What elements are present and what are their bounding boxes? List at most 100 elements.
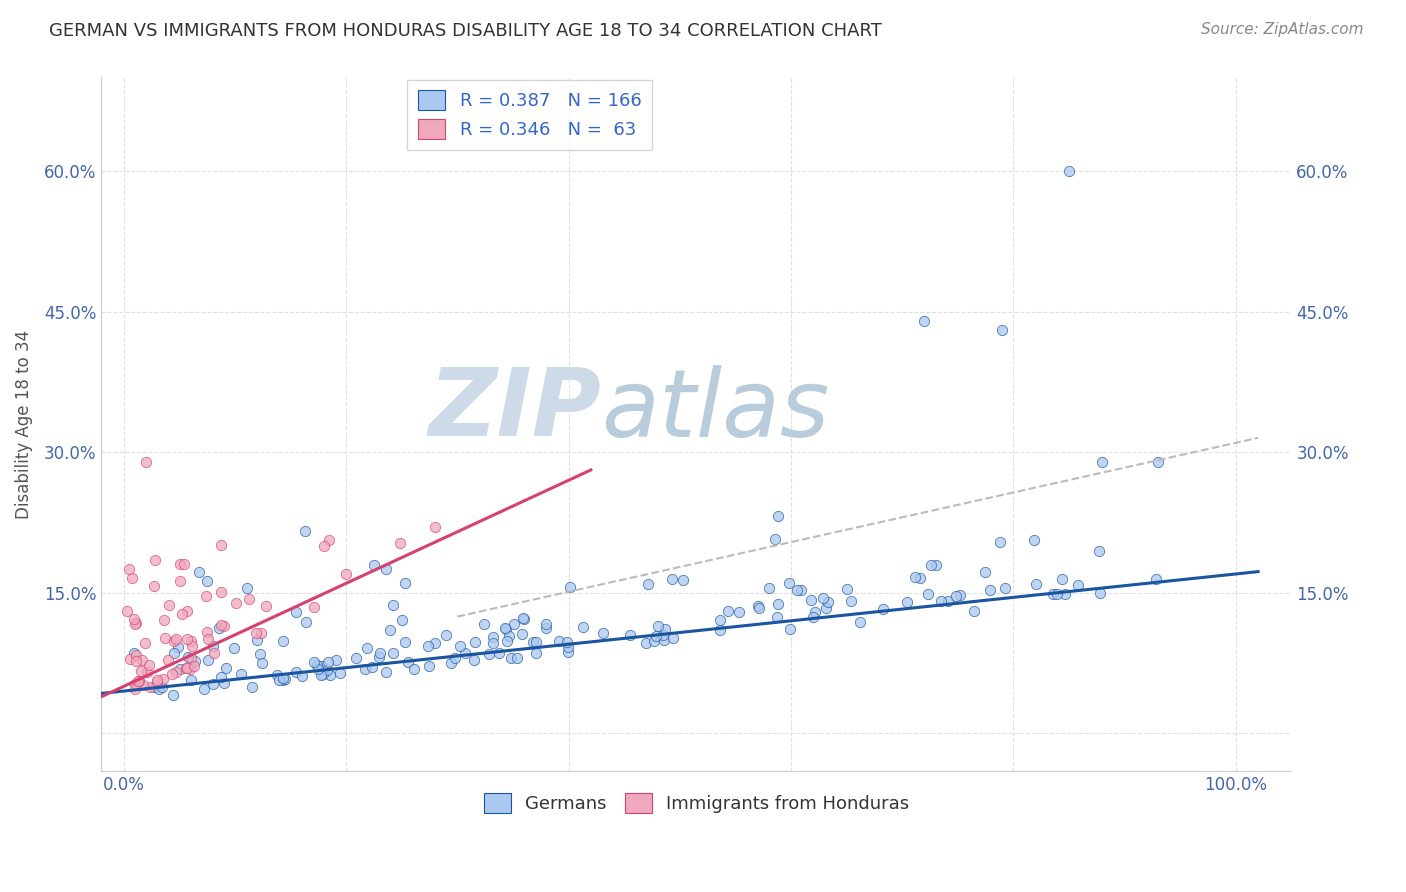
Point xyxy=(801,610,824,624)
Point xyxy=(134,636,156,650)
Point xyxy=(273,673,295,687)
Point xyxy=(963,604,986,618)
Point xyxy=(811,591,834,605)
Point xyxy=(312,539,335,553)
Point xyxy=(945,589,967,603)
Point xyxy=(506,651,529,665)
Point xyxy=(242,680,264,694)
Point xyxy=(423,636,446,650)
Point xyxy=(143,680,166,694)
Point xyxy=(143,579,166,593)
Point xyxy=(790,583,813,598)
Point xyxy=(246,632,269,647)
Point xyxy=(302,600,325,615)
Point xyxy=(662,631,685,645)
Point xyxy=(125,654,148,668)
Point xyxy=(524,635,547,649)
Point xyxy=(115,604,138,618)
Point xyxy=(124,681,146,696)
Point xyxy=(378,623,401,637)
Point xyxy=(328,665,350,680)
Point xyxy=(636,636,658,650)
Point xyxy=(269,673,291,687)
Point xyxy=(1050,572,1073,586)
Point xyxy=(165,632,187,646)
Point xyxy=(394,575,416,590)
Point xyxy=(766,597,789,611)
Point xyxy=(148,682,170,697)
Point xyxy=(136,665,159,679)
Point xyxy=(143,552,166,566)
Point xyxy=(121,571,143,585)
Point xyxy=(176,604,198,618)
Point xyxy=(180,650,202,665)
Point xyxy=(499,650,522,665)
Point xyxy=(361,660,384,674)
Point xyxy=(266,668,288,682)
Point xyxy=(988,535,1011,549)
Text: GERMAN VS IMMIGRANTS FROM HONDURAS DISABILITY AGE 18 TO 34 CORRELATION CHART: GERMAN VS IMMIGRANTS FROM HONDURAS DISAB… xyxy=(49,22,882,40)
Point xyxy=(179,662,201,676)
Point xyxy=(122,647,145,661)
Point xyxy=(128,673,150,688)
Point xyxy=(307,662,329,676)
Point xyxy=(495,622,517,636)
Point xyxy=(920,558,942,572)
Point xyxy=(652,632,675,647)
Point xyxy=(124,676,146,690)
Point xyxy=(800,593,823,607)
Point xyxy=(512,611,534,625)
Point xyxy=(214,661,236,675)
Point xyxy=(1053,587,1076,601)
Point xyxy=(211,670,233,684)
Point xyxy=(295,615,318,630)
Point xyxy=(183,658,205,673)
Point xyxy=(910,571,932,585)
Point xyxy=(153,613,176,627)
Point xyxy=(375,665,398,679)
Point xyxy=(302,656,325,670)
Point xyxy=(145,673,167,688)
Point xyxy=(481,630,503,644)
Point xyxy=(592,625,614,640)
Point xyxy=(619,627,641,641)
Point xyxy=(315,663,337,677)
Point xyxy=(291,669,314,683)
Point xyxy=(305,658,328,673)
Point xyxy=(388,536,411,550)
Point xyxy=(152,672,174,686)
Point xyxy=(643,634,665,648)
Text: atlas: atlas xyxy=(602,365,830,456)
Point xyxy=(439,656,461,670)
Point xyxy=(125,615,148,630)
Point xyxy=(173,557,195,571)
Point xyxy=(127,673,149,688)
Point xyxy=(463,653,485,667)
Y-axis label: Disability Age 18 to 34: Disability Age 18 to 34 xyxy=(15,329,32,518)
Point xyxy=(195,589,218,603)
Point xyxy=(284,605,307,619)
Point xyxy=(503,617,526,632)
Point xyxy=(1042,587,1064,601)
Point xyxy=(778,576,800,591)
Point xyxy=(222,640,245,655)
Point xyxy=(803,605,825,619)
Point xyxy=(180,673,202,688)
Point xyxy=(381,599,404,613)
Point xyxy=(747,599,769,614)
Point xyxy=(522,635,544,649)
Point xyxy=(193,681,215,696)
Point xyxy=(872,602,894,616)
Point xyxy=(817,595,839,609)
Point xyxy=(534,621,557,635)
Point xyxy=(494,621,516,635)
Point xyxy=(169,574,191,588)
Point xyxy=(896,594,918,608)
Point xyxy=(991,323,1014,337)
Point xyxy=(135,454,157,468)
Point xyxy=(249,625,271,640)
Point xyxy=(124,612,146,626)
Point xyxy=(174,661,197,675)
Point xyxy=(176,661,198,675)
Point xyxy=(132,678,155,692)
